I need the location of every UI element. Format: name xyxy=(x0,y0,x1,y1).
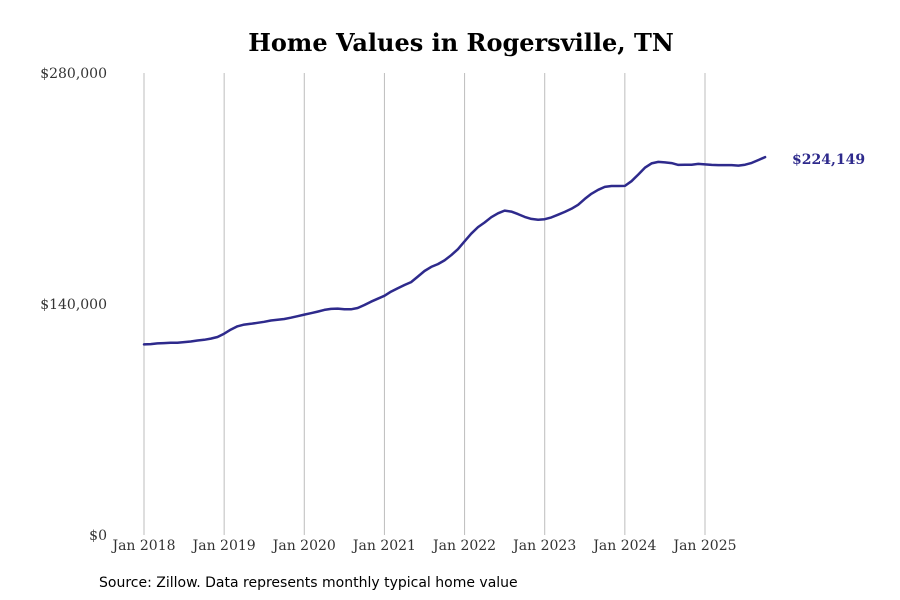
source-note: Source: Zillow. Data represents monthly … xyxy=(99,575,518,591)
series-line-layer xyxy=(142,155,767,346)
chart-title: Home Values in Rogersville, TN xyxy=(248,28,674,57)
x-axis-ticks: Jan 2018 Jan 2019 Jan 2020 Jan 2021 Jan 2022… xyxy=(110,538,736,554)
x-tick-label: Jan 2019 xyxy=(191,538,256,554)
x-tick-label: Jan 2018 xyxy=(110,538,175,554)
x-tick-label: Jan 2022 xyxy=(431,538,496,554)
y-tick-label: $280,000 xyxy=(40,66,107,82)
x-tick-label: Jan 2021 xyxy=(351,538,416,554)
y-axis-ticks: $0 $140,000 $280,000 xyxy=(40,66,107,544)
y-tick-label: $140,000 xyxy=(40,297,107,313)
y-tick-label: $0 xyxy=(89,528,107,544)
x-tick-label: Jan 2024 xyxy=(591,538,656,554)
x-tick-label: Jan 2020 xyxy=(271,538,336,554)
x-tick-label: Jan 2025 xyxy=(671,538,736,554)
series-line-0 xyxy=(142,155,767,346)
x-tick-label: Jan 2023 xyxy=(511,538,576,554)
gridlines xyxy=(143,73,706,535)
end-value-label: $224,149 xyxy=(792,152,865,168)
